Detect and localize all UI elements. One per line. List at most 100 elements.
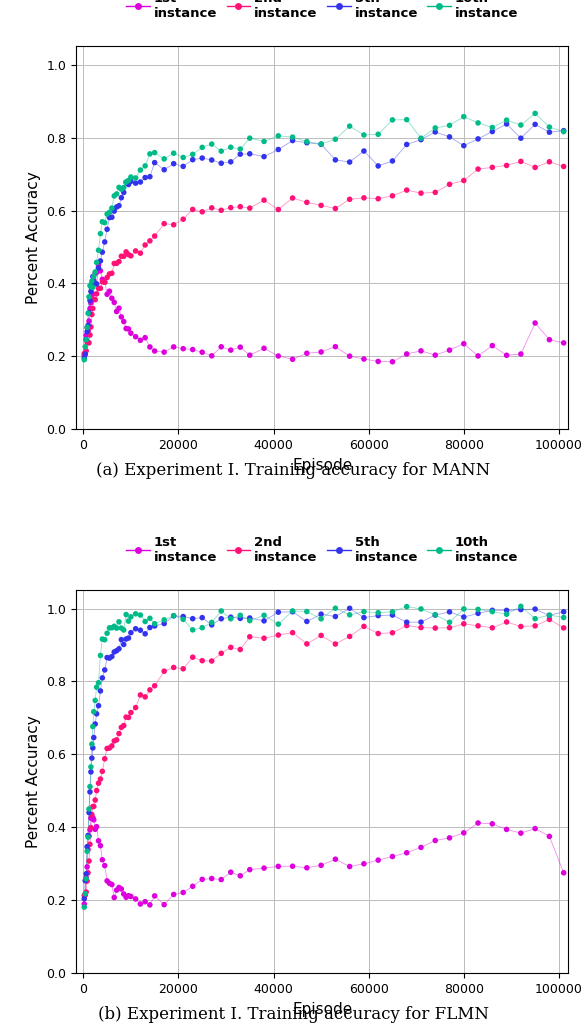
Point — [107, 200, 117, 216]
Point — [207, 136, 216, 152]
Point — [345, 153, 355, 170]
Point — [169, 659, 178, 676]
Point — [110, 618, 119, 634]
Point — [288, 129, 297, 145]
Point — [89, 272, 98, 288]
Point — [145, 610, 155, 626]
Point — [96, 263, 105, 279]
Point — [359, 351, 369, 368]
Point — [236, 146, 245, 163]
Y-axis label: Percent Accuracy: Percent Accuracy — [26, 172, 41, 304]
Point — [373, 353, 383, 370]
Point — [94, 260, 103, 276]
Point — [502, 614, 511, 630]
Point — [110, 295, 119, 311]
Legend: 1st
instance, 2nd
instance, 5th
instance, 10th
instance: 1st instance, 2nd instance, 5th instance… — [126, 536, 519, 563]
Point — [119, 184, 128, 201]
Point — [179, 611, 188, 627]
Point — [112, 731, 121, 748]
Point — [169, 145, 178, 162]
Point — [90, 291, 100, 308]
Point — [114, 300, 124, 316]
Point — [83, 305, 93, 321]
Point — [473, 161, 483, 177]
Point — [516, 825, 526, 842]
Point — [431, 119, 440, 136]
Point — [124, 172, 133, 188]
Point — [117, 181, 126, 198]
Point — [359, 604, 369, 620]
Point — [89, 274, 98, 290]
Point — [90, 265, 100, 281]
Point — [92, 783, 101, 799]
Point — [145, 145, 155, 162]
Point — [488, 124, 497, 140]
Point — [81, 870, 91, 887]
Point — [373, 608, 383, 624]
Point — [217, 871, 226, 888]
Point — [179, 660, 188, 677]
Point — [217, 202, 226, 218]
Point — [188, 622, 197, 639]
Point — [516, 618, 526, 634]
Point — [159, 663, 169, 680]
Point — [159, 162, 169, 178]
Point — [107, 290, 117, 307]
Point — [89, 729, 98, 746]
Point — [136, 174, 145, 191]
Point — [431, 832, 440, 849]
Point — [94, 280, 103, 297]
Point — [559, 864, 568, 881]
Point — [530, 315, 540, 332]
Point — [445, 614, 454, 630]
Point — [84, 804, 94, 821]
Point — [188, 341, 197, 357]
Point — [131, 170, 140, 186]
Point — [288, 858, 297, 874]
Point — [530, 820, 540, 836]
Point — [103, 269, 112, 285]
Point — [88, 301, 97, 317]
Point — [226, 639, 236, 655]
Point — [488, 603, 497, 619]
Point — [80, 886, 90, 902]
Point — [545, 124, 554, 140]
Point — [331, 131, 340, 147]
Point — [92, 264, 101, 280]
Point — [530, 600, 540, 617]
Point — [302, 135, 312, 151]
Point — [545, 608, 554, 624]
Point — [83, 319, 92, 336]
Point — [445, 129, 454, 145]
Point — [86, 784, 95, 800]
Point — [207, 151, 216, 168]
Point — [388, 604, 397, 620]
Point — [114, 880, 124, 896]
Point — [402, 111, 411, 128]
Point — [402, 617, 411, 633]
Point — [105, 266, 114, 282]
Point — [388, 607, 397, 623]
Point — [545, 828, 554, 845]
Point — [402, 136, 411, 152]
Point — [345, 600, 355, 617]
Point — [83, 322, 93, 339]
Point — [217, 154, 226, 171]
Point — [488, 159, 497, 175]
Point — [112, 303, 121, 319]
Point — [159, 615, 169, 631]
Point — [90, 692, 100, 709]
Point — [388, 624, 397, 641]
Point — [359, 610, 369, 626]
Point — [83, 842, 93, 858]
Point — [86, 283, 96, 300]
Point — [131, 606, 140, 622]
Point — [197, 204, 207, 220]
Point — [236, 199, 245, 215]
Point — [83, 859, 92, 876]
Point — [89, 703, 98, 720]
Point — [87, 286, 97, 303]
Point — [288, 604, 297, 620]
Point — [502, 347, 511, 364]
Point — [87, 806, 97, 823]
